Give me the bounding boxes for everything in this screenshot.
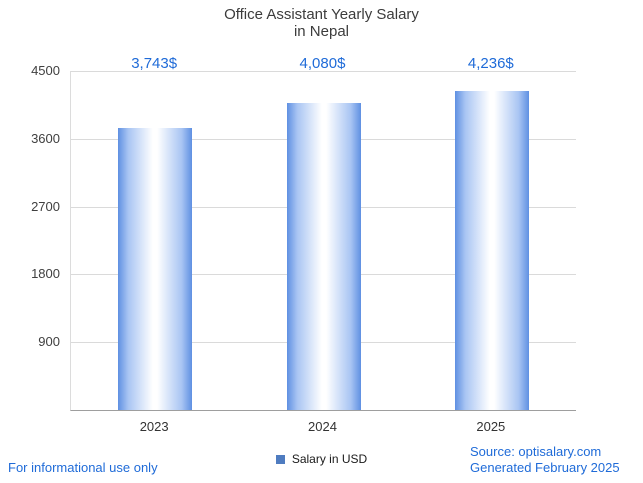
x-tick-label: 2023 <box>139 419 169 434</box>
x-tick-label: 2024 <box>308 419 337 434</box>
disclaimer-text: For informational use only <box>8 460 158 475</box>
gridline <box>71 71 576 72</box>
legend: Salary in USD <box>0 452 643 466</box>
y-tick-label: 4500 <box>31 63 60 78</box>
value-label: 4,236$ <box>467 55 514 72</box>
source-link[interactable]: Source: optisalary.com <box>470 444 602 459</box>
y-tick-label: 3600 <box>31 130 60 146</box>
chart-title: Office Assistant Yearly Salary in Nepal <box>0 6 643 40</box>
chart-title-line1: Office Assistant Yearly Salary <box>224 6 419 23</box>
y-tick-label: 1800 <box>31 266 60 282</box>
bar-2025 <box>454 90 529 410</box>
generated-date: Generated February 2025 <box>470 460 620 475</box>
legend-swatch-icon <box>275 454 285 464</box>
bar-2024 <box>286 102 361 410</box>
value-label: 3,743$ <box>131 55 178 72</box>
bar-2023 <box>118 128 193 410</box>
x-tick-label: 2025 <box>476 419 506 434</box>
y-tick-label: 900 <box>38 334 60 350</box>
chart-title-line2: in Nepal <box>293 23 350 40</box>
source-block: Source: optisalary.com Generated Februar… <box>470 444 620 476</box>
y-tick-label: 2700 <box>31 198 60 214</box>
value-label: 4,080$ <box>299 55 346 72</box>
legend-label: Salary in USD <box>291 452 368 466</box>
plot-area <box>70 71 576 411</box>
